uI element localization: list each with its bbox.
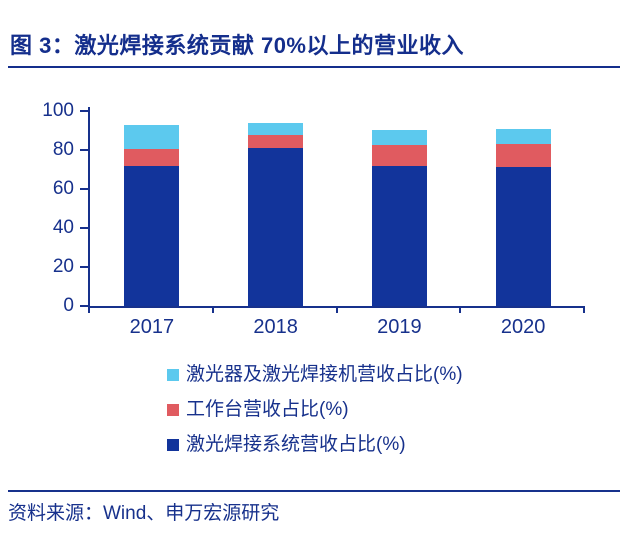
- bar-segment: [248, 135, 304, 149]
- y-axis-tick: [80, 188, 88, 190]
- bar-segment: [495, 144, 551, 167]
- y-axis-label: 100: [42, 100, 74, 121]
- bar-segment: [495, 166, 551, 306]
- bar-2020: [495, 128, 551, 306]
- footer-divider: [8, 490, 620, 492]
- x-axis-label: 2017: [129, 316, 175, 338]
- y-axis-label: 40: [52, 217, 74, 238]
- y-axis-label: 80: [52, 139, 74, 160]
- y-axis-label: 60: [52, 178, 74, 199]
- x-axis-label: 2020: [500, 316, 546, 338]
- x-axis-tick: [211, 306, 214, 313]
- legend-swatch: [167, 369, 179, 381]
- y-axis-label: 0: [63, 295, 74, 316]
- x-axis-label: 2019: [377, 316, 422, 338]
- y-axis-label: 20: [52, 256, 74, 277]
- bar-segment: [124, 149, 180, 166]
- x-axis-label: 2018: [253, 316, 298, 338]
- y-axis-tick: [80, 305, 88, 307]
- title-underline: [8, 66, 620, 68]
- bar-2018: [248, 122, 304, 306]
- source-note: 资料来源：Wind、申万宏源研究: [8, 503, 280, 524]
- x-axis-tick: [335, 306, 338, 313]
- x-axis-tick: [459, 306, 462, 313]
- legend-swatch: [167, 404, 179, 416]
- y-axis-tick: [80, 266, 88, 268]
- bar-2017: [124, 124, 180, 306]
- bar-segment: [124, 165, 180, 306]
- chart-legend: 激光器及激光焊接机营收占比(%) 工作台营收占比(%) 激光焊接系统营收占比(%): [167, 364, 463, 456]
- x-axis-tick: [583, 306, 585, 313]
- legend-item: 激光器及激光焊接机营收占比(%): [167, 364, 463, 386]
- bar-segment: [371, 129, 427, 146]
- bar-2019: [371, 129, 427, 306]
- legend-label: 激光器及激光焊接机营收占比(%): [186, 364, 463, 385]
- legend-label: 激光焊接系统营收占比(%): [186, 434, 406, 455]
- figure-title: 图 3：激光焊接系统贡献 70%以上的营业收入: [10, 33, 464, 58]
- y-axis-tick: [80, 227, 88, 229]
- bar-segment: [371, 165, 427, 306]
- legend-item: 工作台营收占比(%): [167, 399, 463, 421]
- legend-swatch: [167, 439, 179, 451]
- bar-segment: [248, 122, 304, 136]
- plot-area: 0 20 40 60 80 100 2017 2018 2019 2020: [42, 101, 585, 338]
- bar-segment: [248, 148, 304, 306]
- bar-segment: [124, 124, 180, 150]
- bar-segment: [495, 128, 551, 145]
- bar-segment: [371, 145, 427, 166]
- legend-item: 激光焊接系统营收占比(%): [167, 434, 463, 456]
- y-axis-tick: [80, 149, 88, 151]
- legend-label: 工作台营收占比(%): [186, 399, 349, 420]
- x-axis-tick: [88, 306, 90, 313]
- y-axis-tick: [80, 110, 88, 112]
